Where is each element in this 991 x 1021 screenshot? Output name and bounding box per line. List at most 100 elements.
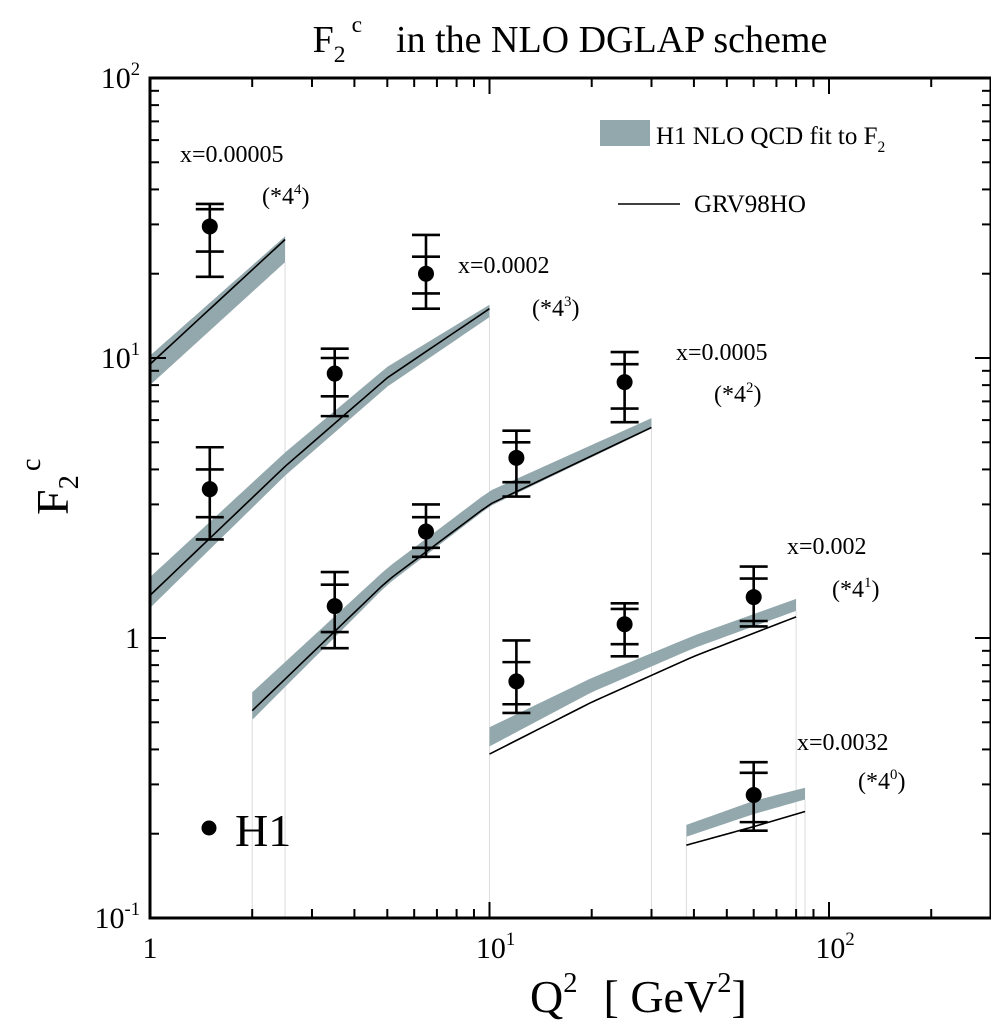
group-scale-3: (*41) bbox=[832, 575, 879, 603]
y-tick-label-1: 1 bbox=[125, 622, 140, 655]
h1-point-2-1 bbox=[417, 523, 434, 540]
group-label-x-2: x=0.0005 bbox=[676, 340, 768, 366]
data-point-0-0 bbox=[195, 202, 224, 279]
legend-marker-label: H1 bbox=[235, 805, 291, 856]
chart-title-sub: 2 bbox=[334, 42, 346, 68]
h1-point-2-0 bbox=[326, 598, 343, 615]
grv-curves bbox=[149, 238, 806, 846]
legend: H1 NLO QCD fit to F2 GRV98HO H1 bbox=[201, 120, 886, 856]
data-point-1-1 bbox=[320, 347, 349, 418]
group-label-x-4: x=0.0032 bbox=[797, 730, 889, 756]
h1-point-0-0 bbox=[201, 218, 218, 235]
group-scale-base-2: (*4 bbox=[714, 382, 746, 408]
fit-band-1 bbox=[150, 304, 490, 608]
y-tick-label-3-base: 10 bbox=[101, 62, 131, 95]
grv-line-1 bbox=[149, 308, 490, 596]
plot-frame bbox=[148, 76, 991, 920]
chart-title-rest: in the NLO DGLAP scheme bbox=[396, 19, 827, 61]
group-scale-base-1: (*4 bbox=[532, 296, 564, 322]
group-scale-close-4: ) bbox=[897, 769, 905, 795]
h1-point-4-0 bbox=[745, 786, 762, 803]
h1-errorbars bbox=[195, 202, 768, 833]
data-point-3-0 bbox=[502, 639, 531, 715]
group-scale-close-2: ) bbox=[753, 382, 761, 408]
legend-band-text: H1 NLO QCD fit to F bbox=[656, 123, 878, 150]
legend-line-label: GRV98HO bbox=[694, 191, 806, 218]
group-scale-close-0: ) bbox=[301, 184, 309, 210]
h1-point-2-2 bbox=[508, 449, 525, 466]
y-tick-label-1-base: 1 bbox=[125, 622, 140, 655]
data-point-2-0 bbox=[320, 570, 349, 650]
x-axis-label-unit: [ GeV bbox=[604, 971, 718, 1021]
x-tick-label-0-base: 1 bbox=[143, 932, 158, 965]
data-point-1-0 bbox=[195, 445, 224, 541]
group-scale-exp-0: 4 bbox=[294, 182, 302, 198]
x-axis-label-sup: 2 bbox=[563, 968, 577, 999]
h1-point-1-2 bbox=[417, 265, 434, 282]
h1-point-3-2 bbox=[745, 589, 762, 606]
y-tick-label-2-exp: 1 bbox=[131, 339, 140, 360]
x-tick-label-0: 1 bbox=[143, 932, 158, 965]
y-axis-label-main: F bbox=[27, 489, 78, 515]
data-point-2-1 bbox=[411, 503, 440, 559]
x-tick-label-1-base: 10 bbox=[476, 932, 506, 965]
group-scale-1: (*43) bbox=[532, 294, 579, 322]
x-tick-label-1: 101 bbox=[476, 929, 515, 965]
data-point-4-0 bbox=[739, 760, 768, 833]
group-label-x-3: x=0.002 bbox=[787, 534, 867, 560]
x-tick-label-1-exp: 1 bbox=[506, 929, 515, 950]
group-labels: x=0.00005 (*44) x=0.0002 (*43) x=0.0005 … bbox=[180, 142, 905, 795]
group-scale-4: (*40) bbox=[858, 767, 905, 795]
group-scale-base-4: (*4 bbox=[858, 769, 890, 795]
grv-line-4 bbox=[686, 810, 806, 846]
group-scale-base-0: (*4 bbox=[262, 184, 294, 210]
y-tick-label-0-exp: -1 bbox=[125, 899, 141, 920]
chart-title-main: F bbox=[313, 19, 334, 61]
group-scale-exp-3: 1 bbox=[864, 575, 871, 591]
group-scale-close-3: ) bbox=[871, 577, 879, 603]
h1-point-1-1 bbox=[326, 365, 343, 382]
grv-line-2 bbox=[251, 426, 652, 712]
group-scale-0: (*44) bbox=[262, 182, 309, 210]
data-point-2-2 bbox=[502, 429, 531, 498]
chart-title: F2c in the NLO DGLAP scheme bbox=[313, 12, 828, 68]
data-point-1-2 bbox=[411, 233, 440, 310]
x-axis-label-close: ] bbox=[731, 971, 746, 1021]
x-tick-label-2-exp: 2 bbox=[845, 929, 854, 950]
x-tick-label-2: 102 bbox=[815, 929, 854, 965]
data-point-2-3 bbox=[610, 350, 639, 424]
group-label-x-0: x=0.00005 bbox=[180, 142, 284, 168]
grv-line-3 bbox=[489, 616, 797, 755]
group-scale-close-1: ) bbox=[571, 296, 579, 322]
group-scale-exp-4: 0 bbox=[890, 767, 897, 783]
y-axis-label: F2c bbox=[16, 458, 85, 515]
grv-line-0 bbox=[149, 238, 286, 365]
x-tick-label-2-base: 10 bbox=[815, 932, 845, 965]
y-axis-label-sup: c bbox=[16, 458, 47, 471]
group-scale-exp-2: 2 bbox=[746, 380, 753, 396]
h1-point-2-3 bbox=[616, 374, 633, 391]
h1-point-3-1 bbox=[616, 616, 633, 633]
y-tick-label-0: 10-1 bbox=[95, 899, 141, 935]
y-tick-label-0-base: 10 bbox=[95, 902, 125, 935]
data-point-3-1 bbox=[610, 602, 639, 658]
x-axis-label-main: Q bbox=[530, 971, 563, 1021]
data-point-3-2 bbox=[739, 565, 768, 628]
legend-band-sub: 2 bbox=[878, 139, 886, 156]
h1-point-3-0 bbox=[508, 673, 525, 690]
group-scale-2: (*42) bbox=[714, 380, 761, 408]
legend-marker bbox=[201, 820, 217, 836]
y-tick-label-3-exp: 2 bbox=[131, 59, 140, 80]
y-tick-label-2: 101 bbox=[101, 339, 140, 375]
fit-band-0 bbox=[150, 236, 286, 386]
group-scale-exp-1: 3 bbox=[564, 294, 571, 310]
x-axis-label-unit-sup: 2 bbox=[717, 968, 731, 999]
fit-bands bbox=[150, 236, 806, 837]
y-axis-label-sub: 2 bbox=[54, 475, 85, 489]
y-tick-label-3: 102 bbox=[101, 59, 140, 95]
fit-band-3 bbox=[489, 598, 797, 747]
fit-band-4 bbox=[686, 787, 806, 837]
